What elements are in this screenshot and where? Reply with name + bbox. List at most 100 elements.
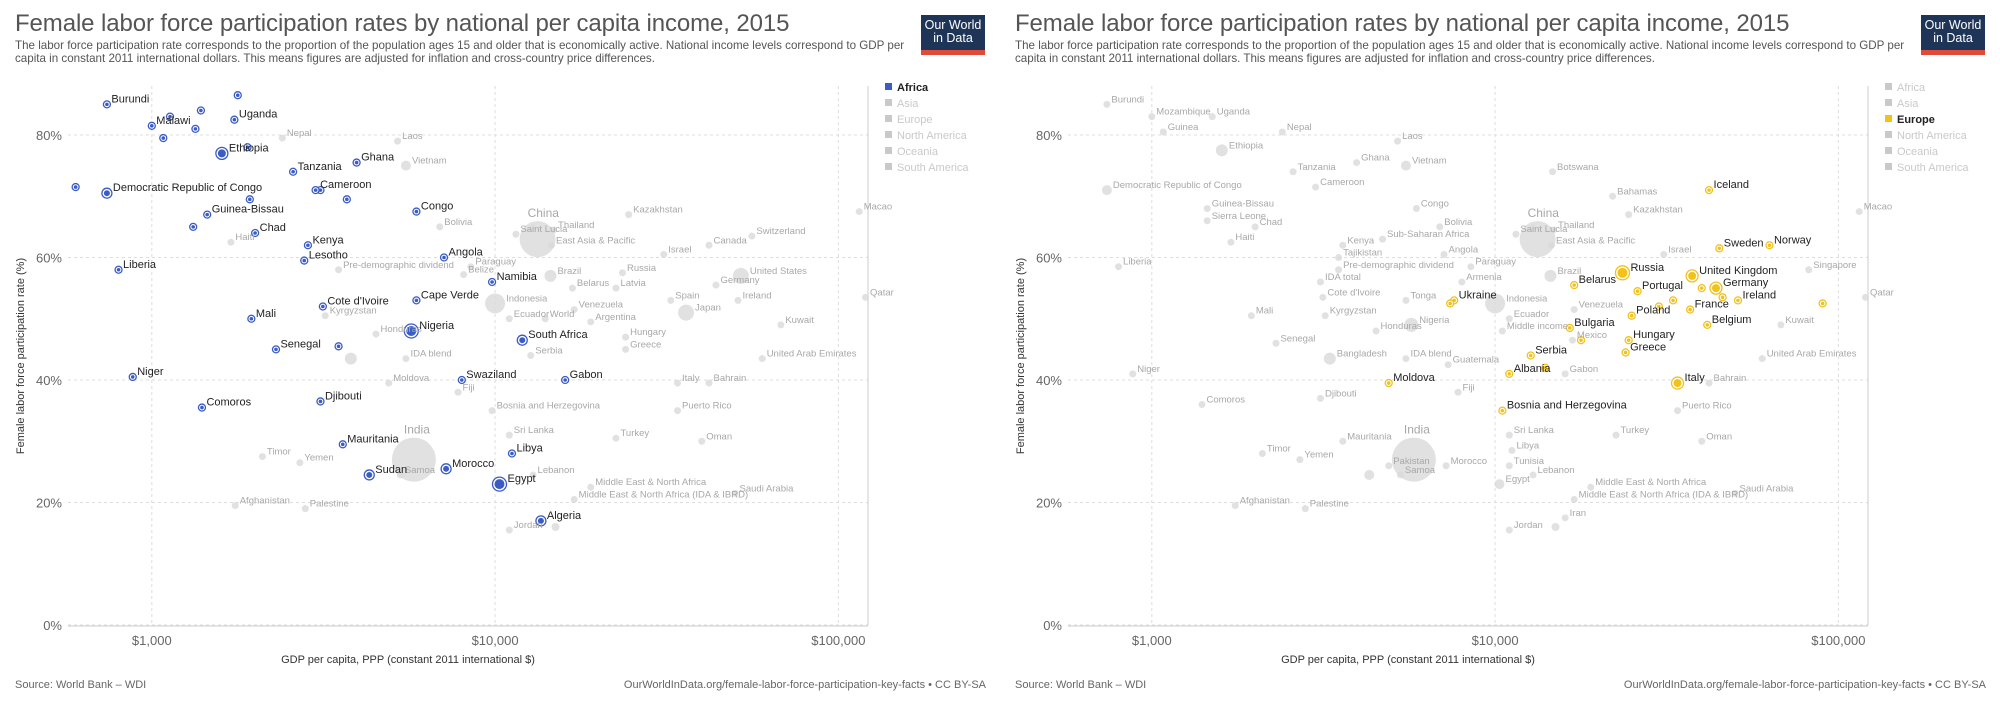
point-label-highlight: Burundi <box>111 93 149 105</box>
point-label: Tonga <box>1410 290 1437 301</box>
point-label: Israel <box>1668 244 1691 255</box>
legend-item: North America <box>897 130 968 142</box>
point-label: Saudi Arabia <box>1740 483 1795 494</box>
point-label-highlight: Moldova <box>1393 372 1435 384</box>
source-note: Source: World Bank – WDI <box>15 679 147 691</box>
data-point <box>1547 241 1555 249</box>
point-label: Cote d'Ivoire <box>1327 287 1380 298</box>
data-point <box>1508 446 1516 454</box>
point-label-highlight: Ethiopia <box>229 142 270 154</box>
data-point <box>1379 235 1387 243</box>
y-tick-label: 20% <box>36 496 62 511</box>
data-point-core <box>537 517 544 524</box>
data-point <box>321 312 329 320</box>
x-axis-title: GDP per capita, PPP (constant 2011 inter… <box>281 654 535 666</box>
point-label: Macao <box>864 202 893 213</box>
data-point <box>454 388 462 396</box>
point-label-highlight: Malawi <box>156 115 190 127</box>
point-label: IDA blend <box>410 349 451 360</box>
data-point <box>1394 137 1402 145</box>
data-point <box>550 226 558 234</box>
data-point <box>777 321 785 329</box>
owid-logo[interactable]: Our World in Data <box>921 15 985 55</box>
data-point <box>527 352 535 359</box>
legend-item: Europe <box>1897 114 1935 126</box>
data-point <box>1198 401 1206 408</box>
data-point <box>1485 293 1506 314</box>
data-point <box>505 431 513 439</box>
x-tick-label: $10,000 <box>472 633 519 648</box>
data-point-core <box>274 347 278 352</box>
point-label: Kyrgyzstan <box>330 306 377 317</box>
source-url[interactable]: OurWorldInData.org/female-labor-force-pa… <box>1623 679 1986 691</box>
data-point-core <box>199 108 203 113</box>
data-point-core <box>1688 307 1692 312</box>
point-label: Bangladesh <box>1337 349 1387 360</box>
point-label: Sri Lanka <box>514 425 555 436</box>
data-point <box>1412 205 1420 212</box>
point-label: Kuwait <box>1785 315 1814 326</box>
point-label: Oman <box>706 431 732 442</box>
point-label: Canada <box>714 235 748 246</box>
point-label: Gabon <box>1570 364 1599 375</box>
chart-title: Female labor force participation rates b… <box>1015 10 1790 37</box>
point-label: Ethiopia <box>1229 140 1264 151</box>
point-label: Thailand <box>1558 220 1594 231</box>
data-point-core <box>116 267 121 272</box>
data-point <box>705 241 713 249</box>
point-label: Guatemala <box>1453 355 1500 366</box>
source-url[interactable]: OurWorldInData.org/female-labor-force-pa… <box>623 679 986 691</box>
point-label: Mali <box>1256 306 1273 317</box>
point-label-highlight: Hungary <box>1633 329 1675 341</box>
point-label: Palestine <box>1310 499 1349 510</box>
x-tick-label: $10,000 <box>1472 633 1519 648</box>
point-label: United States <box>750 266 807 277</box>
point-label: Brazil <box>1557 266 1581 277</box>
point-label: Middle East & North Africa (IDA & IBRD) <box>579 489 748 500</box>
point-label: Fiji <box>1463 382 1475 393</box>
point-label: Palestine <box>310 499 349 510</box>
point-label-highlight: Democratic Republic of Congo <box>113 182 262 194</box>
point-label-highlight: Ghana <box>361 152 395 164</box>
data-point-core <box>443 465 450 472</box>
point-label: Venezuela <box>579 300 624 311</box>
owid-logo[interactable]: Our World in Data <box>1921 15 1985 55</box>
data-point-core <box>103 190 110 197</box>
data-point <box>278 134 286 142</box>
point-label-highlight: Italy <box>1685 372 1706 384</box>
data-point-core <box>414 209 419 214</box>
data-point <box>1777 321 1785 329</box>
data-point <box>1321 312 1329 320</box>
data-point <box>1372 327 1380 335</box>
data-point <box>1301 505 1309 513</box>
legend-swatch <box>885 147 892 154</box>
data-point-core <box>1720 295 1725 300</box>
data-point <box>1323 352 1336 365</box>
point-label: Macao <box>1864 202 1893 213</box>
data-point-core <box>1707 188 1711 192</box>
data-point-core <box>1717 246 1722 251</box>
data-point <box>698 437 706 445</box>
data-point <box>1115 263 1123 271</box>
point-label: Mozambique <box>1156 107 1210 118</box>
data-point <box>467 263 475 271</box>
data-point <box>1258 450 1266 457</box>
data-point <box>1570 495 1578 503</box>
data-point <box>732 267 749 284</box>
data-point <box>1272 339 1280 347</box>
point-label: Bahrain <box>1714 373 1747 384</box>
data-point <box>547 241 555 249</box>
point-label: Afghanistan <box>1240 496 1290 507</box>
data-point-core <box>1617 267 1628 278</box>
point-label: Timor <box>1267 444 1291 455</box>
data-point <box>1529 471 1537 479</box>
point-label: India <box>1404 423 1430 437</box>
point-label: Nigeria <box>1419 315 1450 326</box>
data-point <box>541 315 549 323</box>
point-label-highlight: Morocco <box>452 458 494 470</box>
point-label: Vietnam <box>1412 156 1447 167</box>
data-point-core <box>1386 381 1391 385</box>
data-point-core <box>1507 372 1512 376</box>
data-point-core <box>1528 353 1533 358</box>
point-label: Senegal <box>1280 333 1315 344</box>
